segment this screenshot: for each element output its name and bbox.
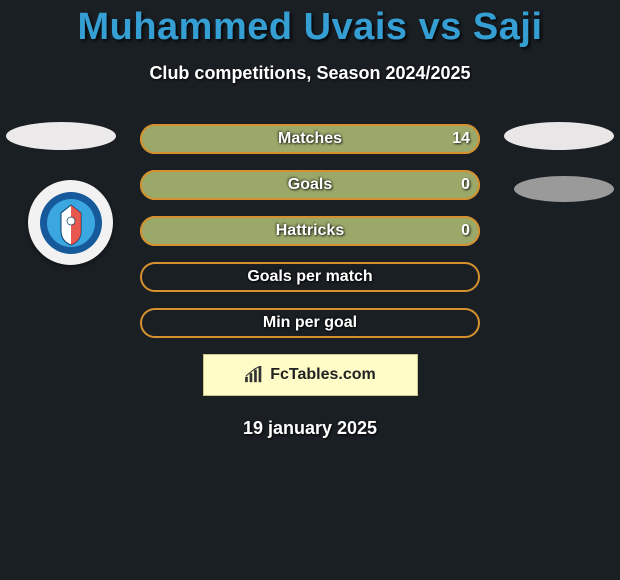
comparison-content: Matches 14 Goals 0 Hattricks 0 Goals per match… (0, 124, 620, 439)
stat-bar-label: Hattricks (276, 222, 344, 240)
stat-bar-value-right: 0 (461, 176, 470, 194)
subtitle: Club competitions, Season 2024/2025 (0, 63, 620, 84)
watermark: FcTables.com (203, 354, 418, 396)
stat-bar-value-right: 14 (452, 130, 470, 148)
stat-bar: Goals per match (140, 262, 480, 292)
stat-bar-value-right: 0 (461, 222, 470, 240)
stat-bar-label: Matches (278, 130, 342, 148)
player-left-ellipse (6, 122, 116, 150)
stat-bars: Matches 14 Goals 0 Hattricks 0 Goals per match… (140, 124, 480, 338)
stat-bar: Matches 14 (140, 124, 480, 154)
stat-bar: Hattricks 0 (140, 216, 480, 246)
bar-chart-icon (244, 366, 266, 384)
stat-bar-label: Goals (288, 176, 332, 194)
date: 19 january 2025 (0, 418, 620, 439)
page-title: Muhammed Uvais vs Saji (0, 0, 620, 49)
club-badge (28, 180, 113, 265)
stat-bar: Goals 0 (140, 170, 480, 200)
stat-bar: Min per goal (140, 308, 480, 338)
stat-bar-label: Min per goal (263, 314, 357, 332)
player-right-ellipse-2 (514, 176, 614, 202)
club-badge-inner (36, 188, 106, 258)
watermark-text: FcTables.com (270, 366, 376, 384)
player-right-ellipse-1 (504, 122, 614, 150)
club-crest-icon (39, 191, 103, 255)
stat-bar-label: Goals per match (247, 268, 372, 286)
